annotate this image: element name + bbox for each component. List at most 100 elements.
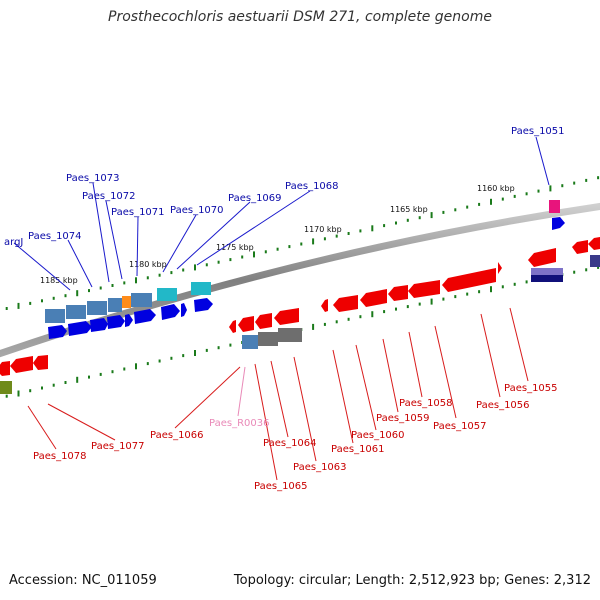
gene-label-paes-1056[interactable]: Paes_1056 xyxy=(476,400,530,411)
forward-gene-arrow[interactable] xyxy=(134,309,156,324)
scale-major-tick xyxy=(194,350,196,356)
scale-minor-tick xyxy=(442,297,445,301)
reverse-gene-arrow[interactable] xyxy=(333,295,358,312)
gene-label-argj[interactable]: argJ xyxy=(4,237,23,248)
scale-minor-tick xyxy=(478,202,481,206)
gene-label-paes-1059[interactable]: Paes_1059 xyxy=(376,413,430,424)
cog-bar[interactable] xyxy=(549,200,560,213)
cog-bar[interactable] xyxy=(531,275,563,282)
reverse-gene-arrow[interactable] xyxy=(528,248,556,267)
cog-bar[interactable] xyxy=(157,288,177,301)
forward-gene-arrow[interactable] xyxy=(181,303,187,317)
gene-label-paes-1060[interactable]: Paes_1060 xyxy=(351,430,405,441)
reverse-gene-arrow[interactable] xyxy=(0,361,10,376)
forward-gene-arrow[interactable] xyxy=(552,217,565,230)
scale-minor-tick xyxy=(323,322,326,326)
gene-label-paes-1061[interactable]: Paes_1061 xyxy=(331,444,385,455)
reverse-gene-arrow[interactable] xyxy=(360,289,387,307)
cog-bar[interactable] xyxy=(590,255,600,267)
gene-label-paes-1058[interactable]: Paes_1058 xyxy=(399,398,453,409)
gene-label-paes-1068[interactable]: Paes_1068 xyxy=(285,181,339,192)
gene-label-paes-1077[interactable]: Paes_1077 xyxy=(91,441,145,452)
reverse-gene-arrow[interactable] xyxy=(255,313,272,329)
cog-bar[interactable] xyxy=(0,381,12,394)
reverse-gene-arrow[interactable] xyxy=(408,280,440,298)
scale-minor-tick xyxy=(478,290,481,294)
gene-label-paes-1072[interactable]: Paes_1072 xyxy=(82,191,136,202)
scale-minor-tick xyxy=(383,310,386,314)
cog-bar[interactable] xyxy=(66,305,86,319)
reverse-gene-track xyxy=(0,237,600,376)
genome-title: Prosthecochloris aestuarii DSM 271, comp… xyxy=(108,9,492,25)
scale-minor-tick xyxy=(406,218,409,222)
cog-bar[interactable] xyxy=(242,335,258,349)
scale-major-tick xyxy=(490,286,492,293)
scale-major-tick xyxy=(371,225,374,232)
scale-minor-tick xyxy=(406,305,409,309)
gene-label-paes-1069[interactable]: Paes_1069 xyxy=(228,193,282,204)
forward-gene-arrow[interactable] xyxy=(107,315,125,329)
reverse-gene-arrow[interactable] xyxy=(572,240,588,254)
gene-label-paes-1057[interactable]: Paes_1057 xyxy=(433,421,487,432)
scale-minor-tick xyxy=(123,281,126,285)
cog-bar[interactable] xyxy=(108,298,122,312)
reverse-gene-arrow[interactable] xyxy=(442,268,496,292)
cog-bar[interactable] xyxy=(191,282,211,295)
scale-minor-tick xyxy=(111,370,114,374)
gene-label-paes-1064[interactable]: Paes_1064 xyxy=(263,438,317,449)
scale-major-tick xyxy=(135,277,137,284)
forward-gene-arrow[interactable] xyxy=(125,314,133,327)
cog-bar[interactable] xyxy=(131,293,152,307)
reverse-gene-arrow[interactable] xyxy=(229,320,236,333)
scale-minor-tick xyxy=(158,359,161,363)
forward-gene-arrow[interactable] xyxy=(194,298,213,312)
cog-bar[interactable] xyxy=(531,268,563,275)
gene-label-paes-1066[interactable]: Paes_1066 xyxy=(150,430,204,441)
gene-label-paes-1055[interactable]: Paes_1055 xyxy=(504,383,558,394)
gene-label-paes-1078[interactable]: Paes_1078 xyxy=(33,451,87,462)
cog-bar[interactable] xyxy=(278,328,302,342)
gene-label-paes-1071[interactable]: Paes_1071 xyxy=(111,207,165,218)
gene-label-paes-1070[interactable]: Paes_1070 xyxy=(170,205,224,216)
reverse-gene-arrow[interactable] xyxy=(498,262,502,274)
gene-label-paes-1063[interactable]: Paes_1063 xyxy=(293,462,347,473)
scale-minor-tick xyxy=(585,268,588,272)
forward-gene-arrow[interactable] xyxy=(161,304,180,320)
scale-minor-tick xyxy=(241,255,244,259)
forward-gene-arrow[interactable] xyxy=(48,325,67,339)
scale-minor-tick xyxy=(323,237,326,241)
forward-gene-arrow[interactable] xyxy=(68,321,92,336)
scale-minor-tick xyxy=(347,317,350,321)
scale-minor-tick xyxy=(359,315,362,319)
gene-label-paes-1051[interactable]: Paes_1051 xyxy=(511,126,565,137)
gene-label-paes-1073[interactable]: Paes_1073 xyxy=(66,173,120,184)
reverse-gene-arrow[interactable] xyxy=(33,355,48,370)
scale-minor-tick xyxy=(29,389,32,393)
cog-bar[interactable] xyxy=(45,309,65,323)
scale-major-tick xyxy=(430,298,433,305)
reverse-gene-arrow[interactable] xyxy=(274,308,299,325)
scale-minor-tick xyxy=(5,307,8,310)
cog-bar[interactable] xyxy=(122,296,131,308)
scale-major-tick xyxy=(312,238,315,245)
scale-minor-tick xyxy=(335,320,338,324)
cog-bar[interactable] xyxy=(87,301,107,315)
gene-label-paes-r0036[interactable]: Paes_R0036 xyxy=(209,418,269,429)
scale-minor-tick xyxy=(205,348,208,352)
scale-minor-tick xyxy=(41,299,43,303)
reverse-gene-arrow[interactable] xyxy=(321,299,328,312)
reverse-gene-arrow[interactable] xyxy=(238,316,254,332)
gene-label-paes-1074[interactable]: Paes_1074 xyxy=(28,231,82,242)
scale-minor-tick xyxy=(217,260,220,264)
scale-minor-tick xyxy=(466,292,469,296)
reverse-gene-arrow[interactable] xyxy=(10,356,33,373)
reverse-gene-arrow[interactable] xyxy=(388,285,408,301)
scale-major-tick xyxy=(549,185,552,192)
cog-bar[interactable] xyxy=(258,332,278,346)
forward-gene-arrow[interactable] xyxy=(90,318,108,332)
reverse-gene-arrow[interactable] xyxy=(588,237,600,250)
scale-major-tick xyxy=(76,290,79,297)
gene-label-paes-1065[interactable]: Paes_1065 xyxy=(254,481,308,492)
scale-minor-tick xyxy=(229,258,232,262)
scale-minor-tick xyxy=(88,289,90,293)
